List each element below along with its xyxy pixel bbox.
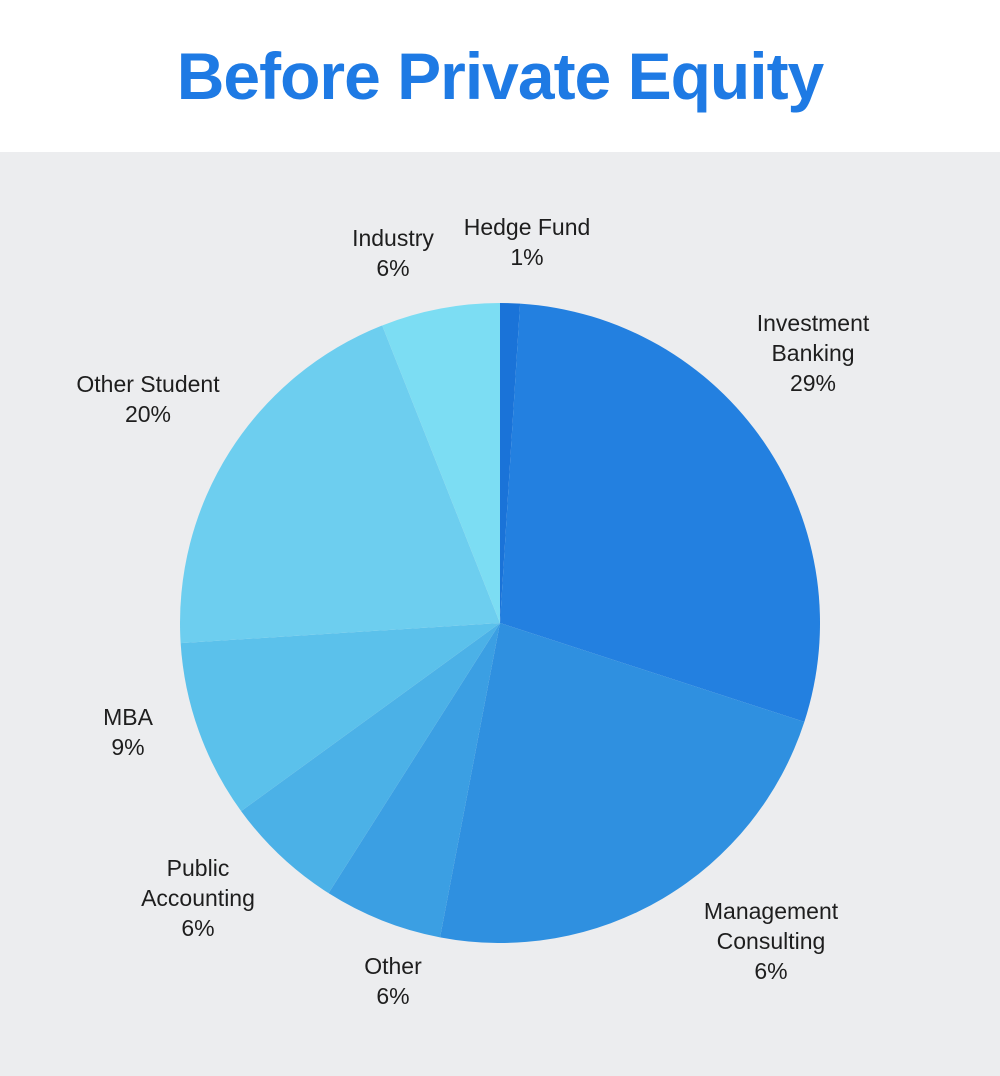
slice-label-hedge-fund: Hedge Fund 1% xyxy=(464,212,591,272)
slice-label-investment-banking: Investment Banking 29% xyxy=(757,308,870,398)
slice-label-line: Industry xyxy=(352,225,434,251)
slice-label-line: Other xyxy=(364,953,422,979)
slice-label-public-accounting: Public Accounting 6% xyxy=(141,853,255,943)
pie-slice-hedge-fund xyxy=(500,303,521,623)
slice-label-line: 6% xyxy=(754,958,788,984)
slice-label-line: 29% xyxy=(789,370,837,396)
slice-label-line: 20% xyxy=(124,401,172,427)
slice-label-line: Consulting xyxy=(716,928,826,954)
title-banner: Before Private Equity xyxy=(0,0,1000,152)
pie-chart-area: Hedge Fund 1% Investment Banking 29% Manageme… xyxy=(0,152,1000,1076)
slice-label-line: MBA xyxy=(103,704,153,730)
slice-label-line: 9% xyxy=(111,734,145,760)
page-title: Before Private Equity xyxy=(176,39,825,113)
slice-label-mba: MBA 9% xyxy=(103,702,153,762)
slice-label-line: Investment xyxy=(756,310,870,336)
slice-label-line: 6% xyxy=(376,983,410,1009)
slice-label-industry: Industry 6% xyxy=(352,223,434,283)
pie-chart xyxy=(179,303,821,943)
pie-slice-industry xyxy=(382,303,500,623)
slice-label-line: 6% xyxy=(181,915,215,941)
slice-label-line: Hedge Fund xyxy=(463,214,591,240)
slice-label-line: Accounting xyxy=(141,885,255,911)
slice-label-line: Banking xyxy=(771,340,855,366)
pie-slice-mba xyxy=(180,623,500,812)
slice-label-line: Public xyxy=(166,855,230,881)
slice-label-line: 1% xyxy=(510,244,544,270)
slice-label-other-student: Other Student 20% xyxy=(76,369,219,429)
pie-slice-other-student xyxy=(179,325,501,644)
slice-label-management-consulting: Management Consulting 6% xyxy=(704,896,838,986)
slice-label-line: Other Student xyxy=(76,371,220,397)
pie-slice-other xyxy=(328,623,500,938)
slice-label-line: Management xyxy=(703,898,839,924)
pie-slice-public-accounting xyxy=(241,623,501,894)
slice-label-other: Other 6% xyxy=(364,951,422,1011)
pie-slice-investment-banking xyxy=(500,303,821,722)
pie-slice-management-consulting xyxy=(440,623,805,943)
slice-label-line: 6% xyxy=(376,255,410,281)
